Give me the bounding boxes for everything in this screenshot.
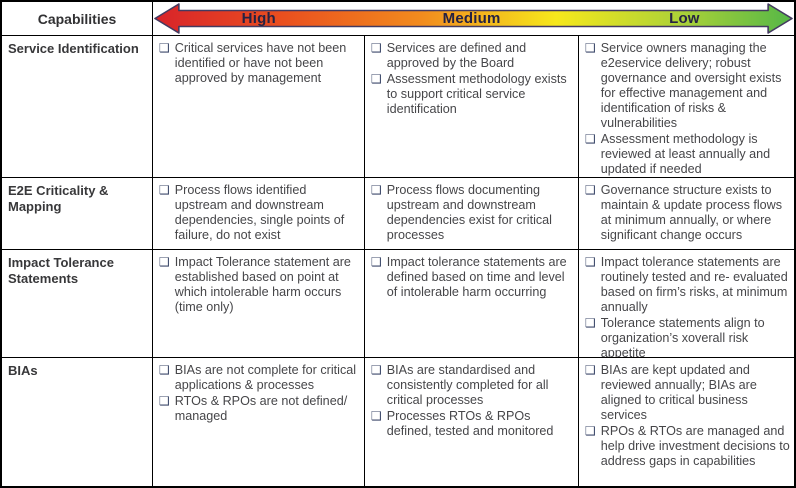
square-bullet-icon: ❑ (371, 363, 382, 377)
bullet-text: Assessment methodology is reviewed at le… (600, 131, 771, 176)
cell-impact-tolerance-high: ❑ Impact Tolerance statement are establi… (152, 249, 364, 357)
cell-impact-tolerance-medium: ❑ Impact tolerance statements are define… (364, 249, 578, 357)
square-bullet-icon: ❑ (371, 255, 382, 269)
bullet-text: Tolerance statements align to organizati… (600, 315, 765, 357)
bullet-item: ❑ Processes RTOs & RPOs defined, tested … (371, 409, 575, 439)
bullet-item: ❑ Governance structure exists to maintai… (585, 183, 791, 243)
level-label-low: Low (669, 9, 700, 27)
cell-e2e-criticality-low: ❑ Governance structure exists to maintai… (578, 177, 794, 249)
square-bullet-icon: ❑ (159, 255, 170, 269)
bullet-text: Services are defined and approved by the… (386, 41, 527, 70)
capability-e2e-criticality-mapping: E2E Criticality & Mapping (2, 177, 152, 249)
capabilities-column-header: Capabilities (2, 2, 152, 35)
capability-label: BIAs (8, 363, 38, 378)
bullet-text: RPOs & RTOs are managed and help drive i… (600, 423, 790, 468)
bullet-item: ❑ Service owners managing the e2eservice… (585, 41, 791, 131)
bullet-text: Critical services have not been identifi… (174, 41, 347, 85)
bullet-text: BIAs are not complete for critical appli… (174, 363, 357, 392)
bullet-item: ❑ RPOs & RTOs are managed and help drive… (585, 424, 791, 469)
cell-impact-tolerance-low: ❑ Impact tolerance statements are routin… (578, 249, 794, 357)
square-bullet-icon: ❑ (371, 41, 382, 55)
square-bullet-icon: ❑ (159, 183, 170, 197)
cell-service-identification-high: ❑ Critical services have not been identi… (152, 35, 364, 177)
bullet-text: BIAs are kept updated and reviewed annua… (600, 363, 757, 422)
capability-service-identification: Service Identification (2, 35, 152, 177)
bullet-item: ❑ Assessment methodology exists to suppo… (371, 72, 575, 117)
cell-bias-high: ❑ BIAs are not complete for critical app… (152, 357, 364, 486)
capability-label: Service Identification (8, 41, 139, 56)
square-bullet-icon: ❑ (159, 363, 170, 377)
bullet-item: ❑ BIAs are not complete for critical app… (159, 363, 361, 393)
double-headed-arrow-shape (154, 3, 793, 34)
square-bullet-icon: ❑ (585, 255, 596, 269)
bullet-text: Process flows identified upstream and do… (174, 183, 345, 242)
severity-gradient-arrow-header: High Medium Low (152, 2, 794, 35)
bullet-item: ❑ Impact tolerance statements are routin… (585, 255, 791, 315)
square-bullet-icon: ❑ (585, 423, 596, 438)
bullet-item: ❑ Process flows documenting upstream and… (371, 183, 575, 243)
capability-label: Impact Tolerance Statements (8, 255, 114, 286)
square-bullet-icon: ❑ (585, 41, 596, 55)
level-label-high: High (241, 9, 276, 27)
level-label-medium: Medium (442, 9, 501, 27)
bullet-text: Process flows documenting upstream and d… (386, 183, 552, 242)
bullet-item: ❑ BIAs are standardised and consistently… (371, 363, 575, 408)
square-bullet-icon: ❑ (159, 393, 170, 408)
bullet-item: ❑ Critical services have not been identi… (159, 41, 361, 86)
capability-bias: BIAs (2, 357, 152, 486)
bullet-text: Impact tolerance statements are routinel… (600, 255, 788, 314)
bullet-text: Assessment methodology exists to support… (386, 71, 567, 116)
square-bullet-icon: ❑ (585, 315, 596, 330)
bullet-text: Impact Tolerance statement are establish… (174, 255, 351, 314)
bullet-item: ❑ Process flows identified upstream and … (159, 183, 361, 243)
cell-service-identification-medium: ❑ Services are defined and approved by t… (364, 35, 578, 177)
bullet-item: ❑ Impact tolerance statements are define… (371, 255, 575, 300)
square-bullet-icon: ❑ (585, 363, 596, 377)
square-bullet-icon: ❑ (585, 131, 596, 146)
bullet-text: Processes RTOs & RPOs defined, tested an… (386, 408, 554, 438)
cell-e2e-criticality-high: ❑ Process flows identified upstream and … (152, 177, 364, 249)
bullet-item: ❑ Impact Tolerance statement are establi… (159, 255, 361, 315)
cell-service-identification-low: ❑ Service owners managing the e2eservice… (578, 35, 794, 177)
bullet-text: Governance structure exists to maintain … (600, 183, 783, 242)
bullet-text: Service owners managing the e2eservice d… (600, 41, 782, 130)
bullet-item: ❑ BIAs are kept updated and reviewed ann… (585, 363, 791, 423)
bullet-item: ❑ Services are defined and approved by t… (371, 41, 575, 71)
bullet-item: ❑ Assessment methodology is reviewed at … (585, 132, 791, 177)
cell-bias-medium: ❑ BIAs are standardised and consistently… (364, 357, 578, 486)
bullet-text: RTOs & RPOs are not defined/ managed (174, 393, 348, 423)
capability-label: E2E Criticality & Mapping (8, 183, 109, 214)
bullet-item: ❑ RTOs & RPOs are not defined/ managed (159, 394, 361, 424)
cell-bias-low: ❑ BIAs are kept updated and reviewed ann… (578, 357, 794, 486)
square-bullet-icon: ❑ (371, 408, 382, 423)
gradient-arrow-icon (154, 3, 793, 34)
cell-e2e-criticality-medium: ❑ Process flows documenting upstream and… (364, 177, 578, 249)
bullet-item: ❑ Tolerance statements align to organiza… (585, 316, 791, 357)
bullet-text: Impact tolerance statements are defined … (386, 255, 567, 299)
square-bullet-icon: ❑ (371, 183, 382, 197)
square-bullet-icon: ❑ (371, 71, 382, 86)
bullet-text: BIAs are standardised and consistently c… (386, 363, 549, 407)
square-bullet-icon: ❑ (585, 183, 596, 197)
capabilities-header-label: Capabilities (37, 10, 117, 27)
square-bullet-icon: ❑ (159, 41, 170, 55)
capability-impact-tolerance-statements: Impact Tolerance Statements (2, 249, 152, 357)
